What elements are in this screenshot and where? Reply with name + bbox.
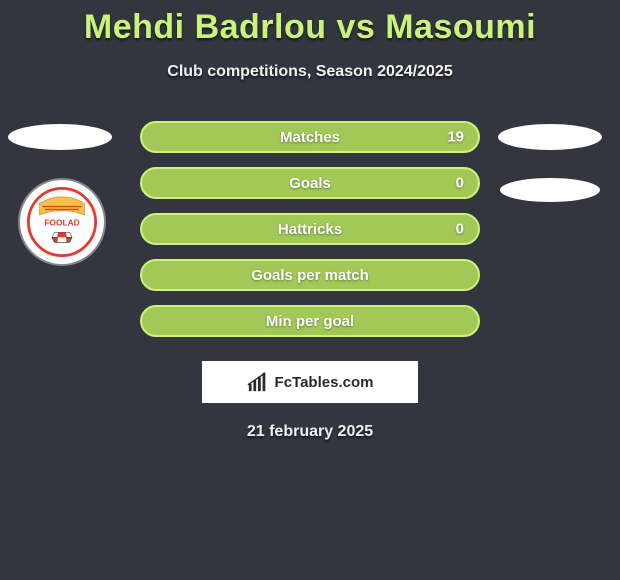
club-crest-icon: FOOLAD: [27, 187, 97, 257]
stat-row-min-per-goal: Min per goal: [140, 305, 480, 337]
stat-label: Min per goal: [266, 313, 354, 330]
brand-attribution[interactable]: FcTables.com: [202, 361, 418, 403]
page-subtitle: Club competitions, Season 2024/2025: [0, 63, 620, 81]
stat-row-goals-per-match: Goals per match: [140, 259, 480, 291]
brand-label: FcTables.com: [275, 374, 374, 391]
stat-value-right: 0: [456, 175, 464, 192]
stat-label: Hattricks: [278, 221, 342, 238]
stat-row-hattricks: Hattricks 0: [140, 213, 480, 245]
page-title: Mehdi Badrlou vs Masoumi: [0, 0, 620, 47]
stat-rows: Matches 19 Goals 0 Hattricks 0 Goals per…: [140, 121, 480, 337]
stat-row-matches: Matches 19: [140, 121, 480, 153]
stat-row-goals: Goals 0: [140, 167, 480, 199]
stat-value-right: 0: [456, 221, 464, 238]
stat-label: Goals: [289, 175, 331, 192]
club-name-text: FOOLAD: [44, 218, 79, 228]
player-left-club-badge: FOOLAD: [20, 180, 104, 264]
date-text: 21 february 2025: [0, 423, 620, 441]
bar-chart-icon: [247, 371, 269, 393]
infographic-root: Mehdi Badrlou vs Masoumi Club competitio…: [0, 0, 620, 580]
stat-value-right: 19: [447, 129, 464, 146]
stat-label: Matches: [280, 129, 340, 146]
stat-label: Goals per match: [251, 267, 369, 284]
